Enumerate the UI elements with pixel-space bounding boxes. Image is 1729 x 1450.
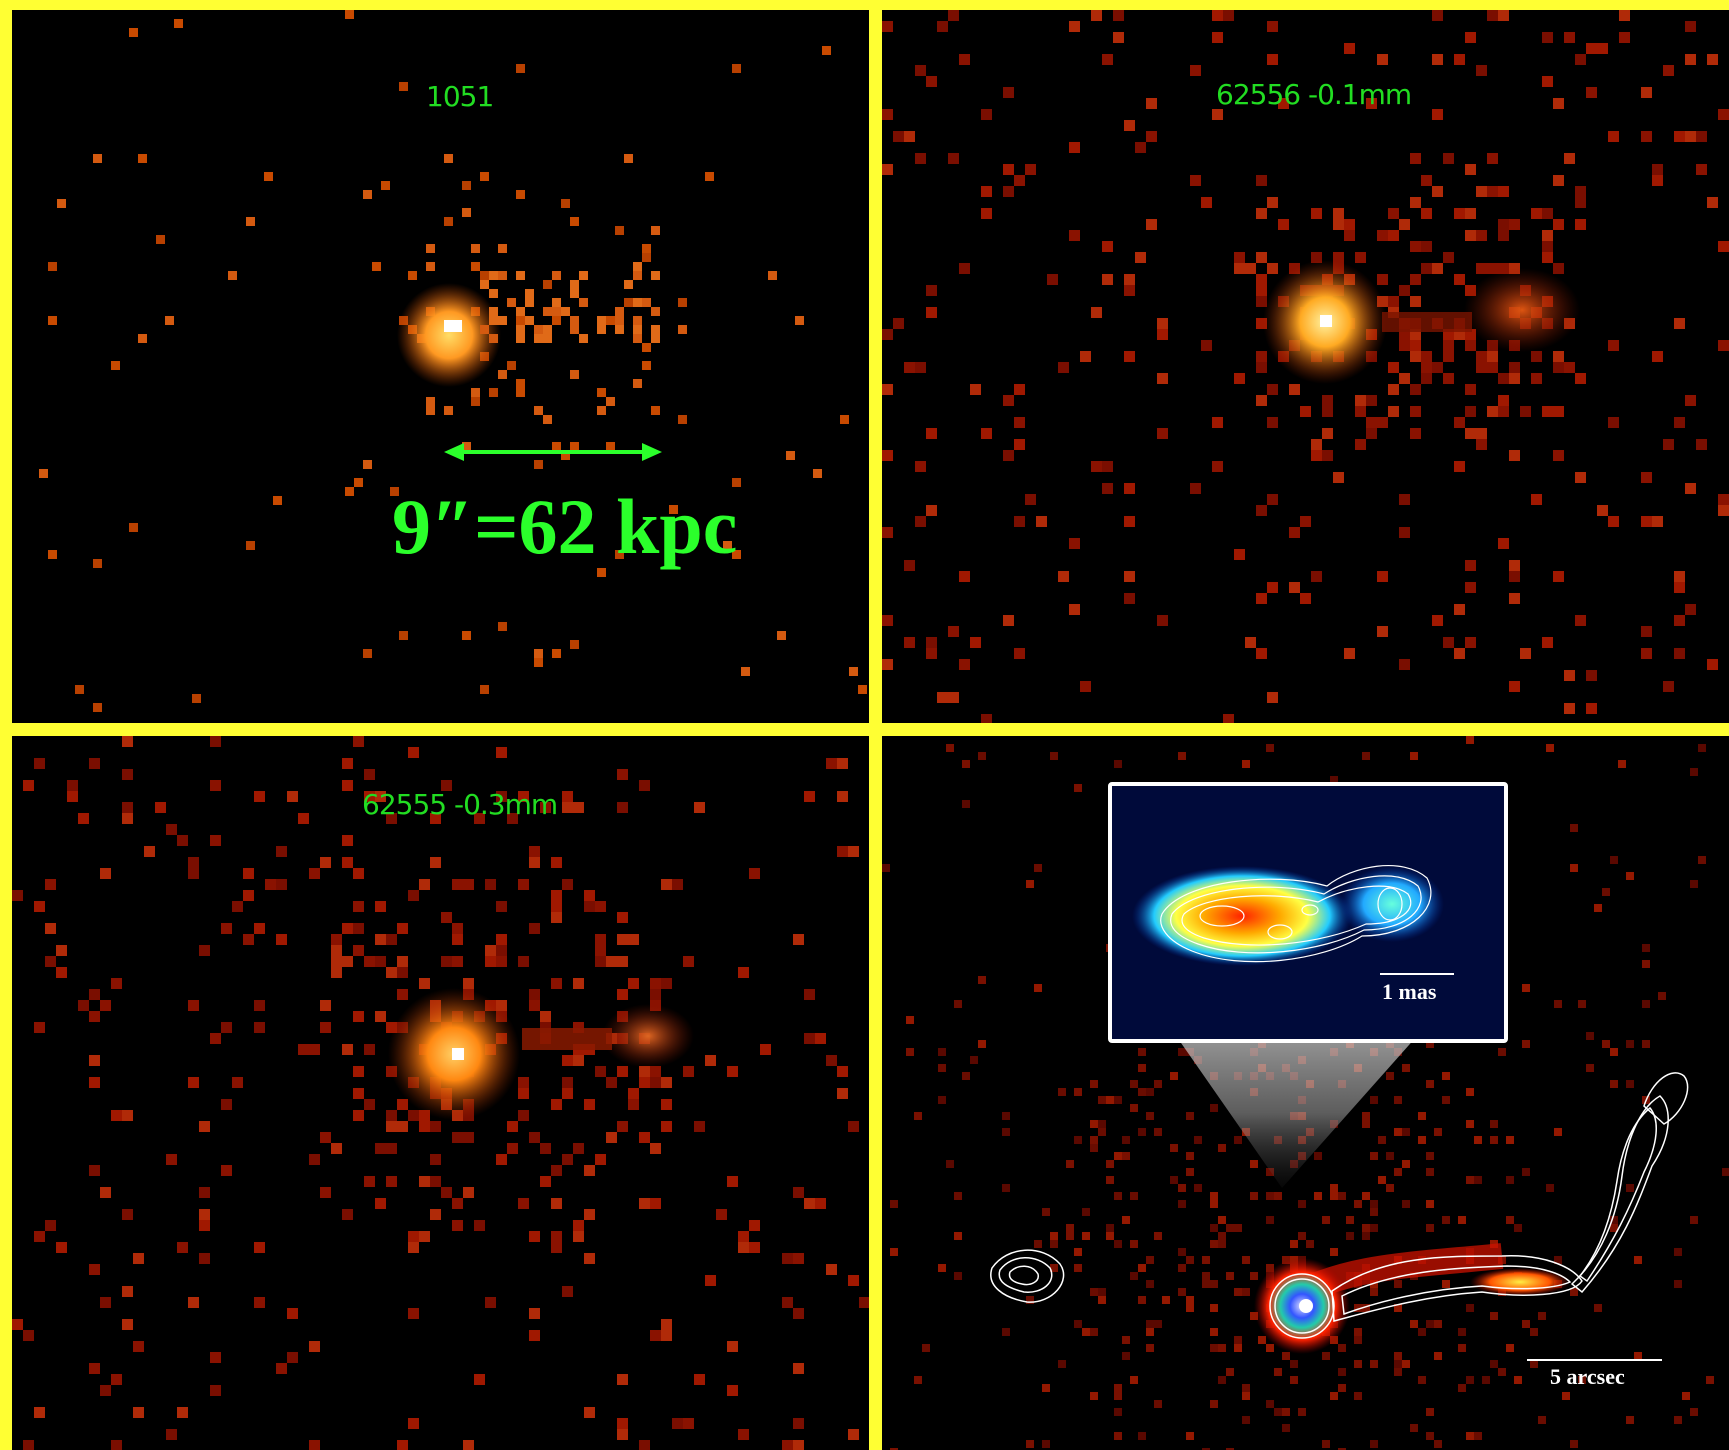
core-peak	[1299, 1299, 1313, 1313]
jet-knot	[602, 1004, 694, 1068]
xray-panel-62555: 62555 -0.3mm	[12, 736, 869, 1450]
core-peak	[452, 1048, 464, 1060]
vlbi-knot	[1340, 866, 1444, 942]
jet-bridge	[1382, 312, 1472, 332]
vlbi-inset: 1 mas	[1108, 782, 1508, 1043]
xray-panel-62556: 62556 -0.1mm	[882, 10, 1729, 723]
xray-image-1051	[39, 10, 867, 712]
xray-image-62555	[12, 736, 869, 1450]
scale-arrow	[444, 443, 662, 461]
panel-label: 1051	[426, 80, 494, 113]
radio-contours	[990, 1072, 1689, 1339]
xray-image-62556	[882, 10, 1729, 723]
xray-radio-overlay-panel: 1 mas 5 arcsec	[882, 736, 1729, 1450]
vlbi-contours	[1160, 865, 1432, 963]
scale-label: 5 arcsec	[1550, 1364, 1625, 1389]
panel-label: 62555 -0.3mm	[362, 788, 558, 821]
core-peak	[1320, 315, 1332, 327]
vlbi-core	[1132, 866, 1352, 966]
core-source	[397, 283, 501, 387]
scale-label: 9″=62 kpc	[392, 483, 738, 570]
vlbi-image	[1112, 786, 1504, 1039]
xray-jet-knot	[1470, 1268, 1570, 1296]
core-peak	[444, 320, 462, 332]
inset-scale-label: 1 mas	[1382, 979, 1437, 1004]
jet-emission	[480, 262, 660, 343]
jet-knot	[1464, 268, 1580, 352]
jet-bridge	[522, 1028, 612, 1050]
panel-label: 62556 -0.1mm	[1216, 78, 1412, 111]
xray-panel-1051: 1051 9″=62 kpc	[12, 10, 869, 723]
